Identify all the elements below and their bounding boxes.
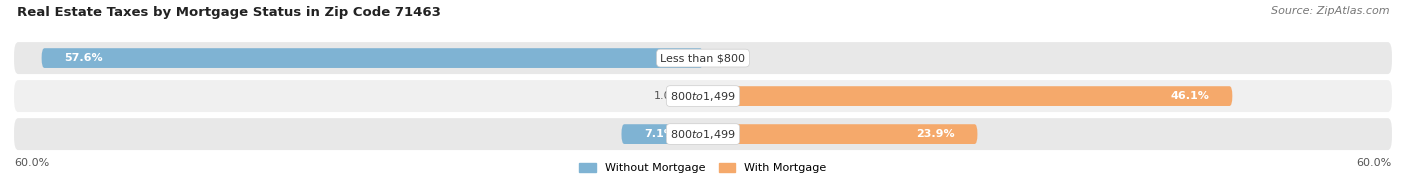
FancyBboxPatch shape	[621, 124, 703, 144]
FancyBboxPatch shape	[14, 80, 1392, 112]
FancyBboxPatch shape	[692, 86, 703, 106]
Text: 60.0%: 60.0%	[14, 158, 49, 168]
FancyBboxPatch shape	[703, 86, 1232, 106]
Text: 1.0%: 1.0%	[654, 91, 682, 101]
Text: Source: ZipAtlas.com: Source: ZipAtlas.com	[1271, 6, 1389, 16]
FancyBboxPatch shape	[42, 48, 703, 68]
Legend: Without Mortgage, With Mortgage: Without Mortgage, With Mortgage	[575, 158, 831, 178]
Text: 23.9%: 23.9%	[915, 129, 955, 139]
Text: 60.0%: 60.0%	[1357, 158, 1392, 168]
FancyBboxPatch shape	[14, 118, 1392, 150]
Text: 0.0%: 0.0%	[713, 53, 741, 63]
Text: 57.6%: 57.6%	[65, 53, 103, 63]
Text: 7.1%: 7.1%	[644, 129, 675, 139]
Text: $800 to $1,499: $800 to $1,499	[671, 128, 735, 141]
Text: $800 to $1,499: $800 to $1,499	[671, 90, 735, 103]
Text: Less than $800: Less than $800	[661, 53, 745, 63]
FancyBboxPatch shape	[703, 124, 977, 144]
Text: Real Estate Taxes by Mortgage Status in Zip Code 71463: Real Estate Taxes by Mortgage Status in …	[17, 6, 440, 19]
Text: 46.1%: 46.1%	[1171, 91, 1209, 101]
FancyBboxPatch shape	[14, 42, 1392, 74]
